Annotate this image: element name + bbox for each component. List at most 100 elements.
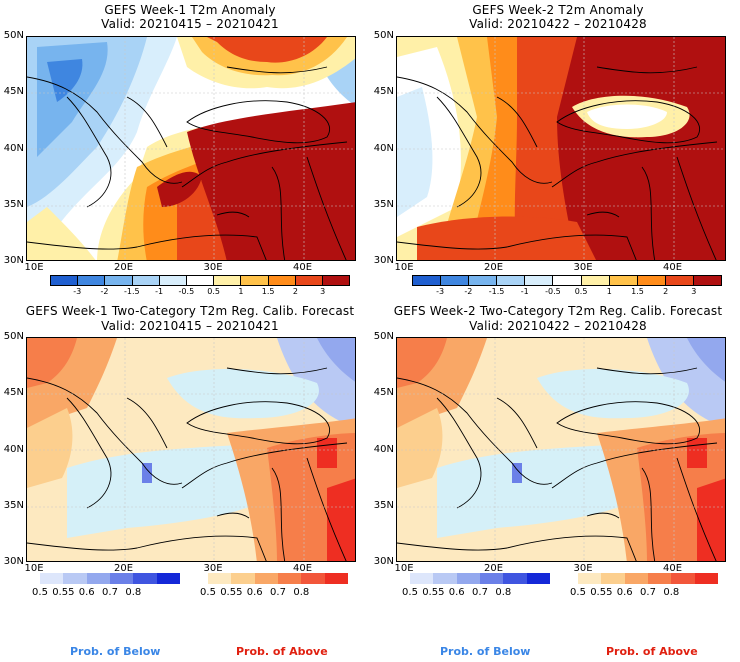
colorbar-tick: 1 [606, 287, 612, 296]
colorbar-swatch [413, 276, 442, 285]
prob-tick: 0.6 [448, 587, 465, 598]
lat-label: 50N [373, 331, 394, 342]
prob-swatch [40, 573, 64, 584]
prob-tick: 0.8 [663, 587, 680, 598]
prob-above-colorbar-week2 [578, 573, 718, 584]
prob-swatch [694, 573, 718, 584]
prob-swatch [671, 573, 695, 584]
lon-label: 30E [573, 563, 593, 574]
colorbar-tick: -3 [436, 287, 445, 296]
panel2-valid: Valid: 20210422 – 20210428 [469, 17, 647, 31]
lat-label: 35N [3, 198, 24, 210]
lat-label: 45N [373, 387, 394, 399]
colorbar-swatch [159, 276, 187, 285]
prob-swatch [624, 573, 648, 584]
prob-swatch [647, 573, 672, 584]
prob-below-label-right: Prob. of Below [440, 645, 531, 658]
colorbar-swatch [132, 276, 160, 285]
prob-swatch [133, 573, 157, 584]
lon-label: 30E [203, 262, 223, 273]
colorbar-tick: -1 [520, 287, 529, 296]
colorbar-swatch [295, 276, 323, 285]
anomaly-colorbar-week1 [50, 275, 350, 286]
prob-swatch [231, 573, 255, 584]
lat-label: 35N [373, 198, 394, 210]
colorbar-tick: 2 [292, 287, 298, 296]
prob-above-label-left: Prob. of Above [236, 645, 328, 658]
colorbar-tick: 2 [663, 287, 669, 296]
prob-below-colorbar-week1 [40, 573, 180, 584]
prob-swatch [277, 573, 302, 584]
map-week1-probability [26, 337, 356, 562]
lat-label: 35N [3, 499, 24, 511]
prob-swatch [578, 573, 602, 584]
colorbar-tick: 1.5 [631, 287, 644, 296]
lon-label: 20E [483, 262, 504, 273]
prob-swatch [433, 573, 457, 584]
colorbar-swatch [441, 276, 470, 285]
lat-label: 30N [3, 556, 24, 567]
lat-label: 40N [373, 443, 394, 455]
colorbar-swatch [693, 276, 722, 285]
panel1-title: GEFS Week-1 T2m Anomaly [104, 3, 276, 17]
colorbar-swatch [78, 276, 106, 285]
prob-tick: 0.6 [616, 587, 633, 598]
prob-tick: 0.7 [102, 587, 118, 598]
prob-swatch [63, 573, 87, 584]
prob-above-colorbar-week1 [208, 573, 348, 584]
colorbar-swatch [609, 276, 638, 285]
prob-tick: 0.55 [590, 587, 613, 598]
lon-label: 10E [24, 563, 44, 574]
colorbar-swatch [51, 276, 79, 285]
prob-swatch [109, 573, 134, 584]
prob-tick: 0.6 [246, 587, 263, 598]
map-week2-anomaly [396, 36, 726, 261]
panel1-valid: Valid: 20210415 – 20210421 [101, 17, 279, 31]
colorbar-tick: -0.5 [178, 287, 195, 296]
lon-label: 20E [113, 262, 134, 273]
colorbar-tick: 3 [320, 287, 326, 296]
prob-tick: 0.8 [495, 587, 512, 598]
colorbar-tick: -1.5 [488, 287, 505, 296]
colorbar-tick: 1.5 [261, 287, 275, 296]
prob-tick: 0.6 [78, 587, 95, 598]
prob-below-colorbar-week2 [410, 573, 550, 584]
panel3-title: GEFS Week-1 Two-Category T2m Reg. Calib.… [25, 304, 355, 318]
lon-label: 10E [394, 262, 414, 273]
map-week2-probability [396, 337, 726, 562]
colorbar-tick: 0.5 [207, 287, 220, 296]
prob-swatch [456, 573, 480, 584]
colorbar-tick: -1 [155, 287, 164, 296]
lon-label: 30E [203, 563, 223, 574]
map-week1-anomaly [26, 36, 356, 261]
prob-tick: 0.55 [220, 587, 243, 598]
colorbar-swatch [525, 276, 554, 285]
prob-tick: 0.5 [570, 587, 586, 598]
prob-tick: 0.5 [200, 587, 216, 598]
panel3-valid: Valid: 20210415 – 20210421 [101, 319, 279, 333]
colorbar-swatch [186, 276, 215, 285]
colorbar-tick: -1.5 [124, 287, 140, 296]
lat-label: 50N [3, 331, 24, 342]
lat-label: 50N [373, 30, 394, 41]
prob-swatch [324, 573, 348, 584]
prob-swatch [526, 573, 550, 584]
lat-label: 35N [373, 499, 394, 511]
lat-label: 40N [3, 443, 24, 455]
lat-label: 40N [373, 142, 394, 154]
colorbar-swatch [665, 276, 694, 285]
colorbar-swatch [322, 276, 350, 285]
lon-label: 30E [573, 262, 593, 273]
lat-label: 50N [3, 30, 24, 41]
anomaly-colorbar-week2 [412, 275, 722, 286]
colorbar-swatch [637, 276, 666, 285]
lat-label: 45N [373, 86, 394, 98]
prob-swatch [156, 573, 180, 584]
prob-tick: 0.55 [422, 587, 445, 598]
lat-label: 45N [3, 86, 24, 98]
lon-label: 10E [24, 262, 44, 273]
lon-label: 40E [292, 563, 313, 574]
lat-label: 30N [373, 556, 394, 567]
lon-label: 20E [483, 563, 504, 574]
lat-label: 30N [373, 255, 394, 266]
